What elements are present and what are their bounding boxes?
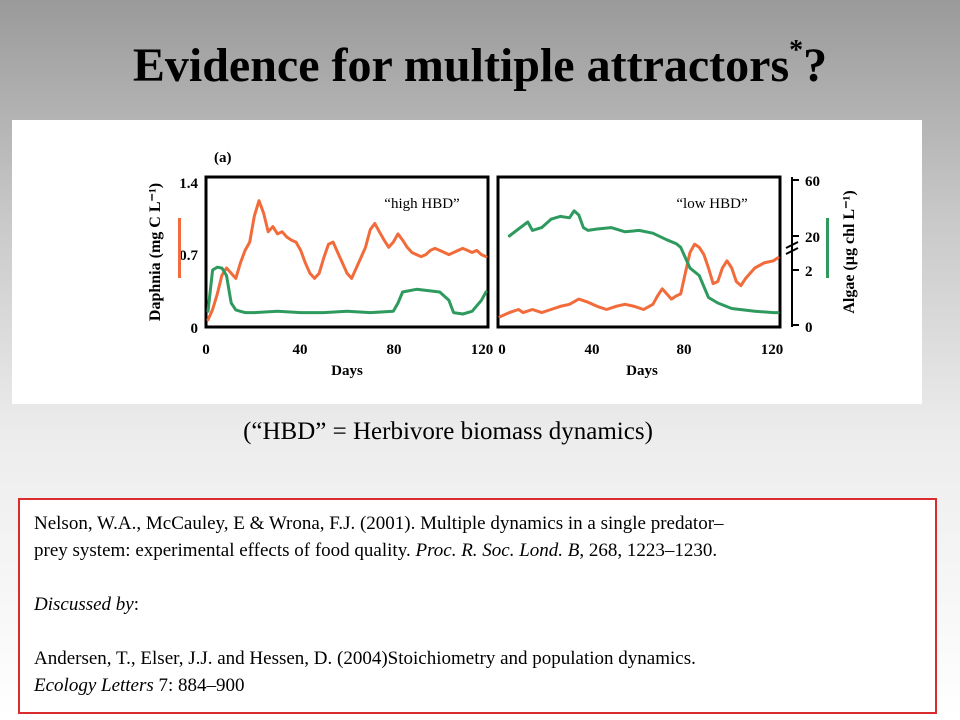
title-question-mark: ? (803, 39, 828, 92)
panel-frame-low (496, 175, 782, 329)
figure-caption: (“HBD” = Herbivore biomass dynamics) (243, 418, 653, 445)
discussed-by-colon: : (133, 594, 140, 615)
citation-text: Andersen, T., Elser, J.J. and Hessen, D.… (34, 648, 696, 669)
x-tick-label: 40 (585, 342, 600, 358)
title-text: Evidence for multiple attractors (132, 39, 790, 92)
x-axis-label: Days (626, 363, 658, 379)
citation-journal: Ecology Letters (34, 675, 154, 696)
right-tick-label: 60 (805, 174, 820, 190)
discussed-by-text: Discussed by (34, 594, 134, 615)
x-tick-label: 40 (293, 342, 308, 358)
x-tick-label: 80 (677, 342, 692, 358)
citation-line: Andersen, T., Elser, J.J. and Hessen, D.… (34, 645, 921, 672)
right-tick-label: 0 (805, 320, 813, 336)
panel-title-high: “high HBD” (384, 196, 459, 212)
daphnia-line-high (206, 199, 488, 322)
algae-line-high (206, 265, 488, 316)
x-axis-label: Days (331, 363, 363, 379)
citation-journal: Proc. R. Soc. Lond. B (415, 540, 580, 561)
citation-text: prey system: experimental effects of foo… (34, 540, 416, 561)
reference-box: Nelson, W.A., McCauley, E & Wrona, F.J. … (18, 498, 937, 714)
citation-line: Ecology Letters 7: 884–900 (34, 672, 921, 699)
panel-frame-high (204, 175, 490, 329)
series-layer (206, 199, 780, 322)
algae-legend-swatch (826, 218, 829, 278)
algae-line-low (507, 209, 780, 315)
x-tick-label: 80 (387, 342, 402, 358)
left-tick-label: 0 (191, 321, 199, 337)
daphnia-legend-swatch (178, 218, 181, 278)
right-tick-label: 2 (805, 264, 813, 280)
right-axis-label: Algae (µg chl L⁻¹) (841, 190, 858, 313)
citation-line: prey system: experimental effects of foo… (34, 537, 921, 564)
left-axis-label: Daphnia (mg C L⁻¹) (147, 183, 164, 321)
citation-text: 7: 884–900 (153, 675, 245, 696)
right-tick-label: 20 (805, 230, 820, 246)
slide-title: Evidence for multiple attractors*? (0, 35, 960, 93)
title-asterisk: * (789, 35, 804, 66)
daphnia-line-low (498, 242, 780, 319)
left-tick-label: 1.4 (179, 176, 198, 192)
x-tick-label: 0 (202, 342, 210, 358)
panel-title-low: “low HBD” (676, 196, 747, 212)
panel-label: (a) (214, 150, 232, 166)
x-tick-label: 120 (471, 342, 494, 358)
left-tick-label: 0.7 (179, 248, 198, 264)
x-tick-label: 120 (761, 342, 784, 358)
citation-line: Nelson, W.A., McCauley, E & Wrona, F.J. … (34, 510, 921, 537)
figure-panel: (a) 1.4 0.7 0 Daphnia (mg C L⁻¹) 60 20 2… (12, 120, 922, 404)
citation-text: , 268, 1223–1230. (579, 540, 718, 561)
axis-break-mark (785, 247, 799, 255)
citation-text: Nelson, W.A., McCauley, E & Wrona, F.J. … (34, 513, 724, 534)
discussed-by-label: Discussed by: (34, 591, 921, 618)
axis-break-mark (785, 241, 799, 249)
daphnia-algae-chart: (a) 1.4 0.7 0 Daphnia (mg C L⁻¹) 60 20 2… (147, 150, 858, 379)
x-tick-label: 0 (498, 342, 506, 358)
